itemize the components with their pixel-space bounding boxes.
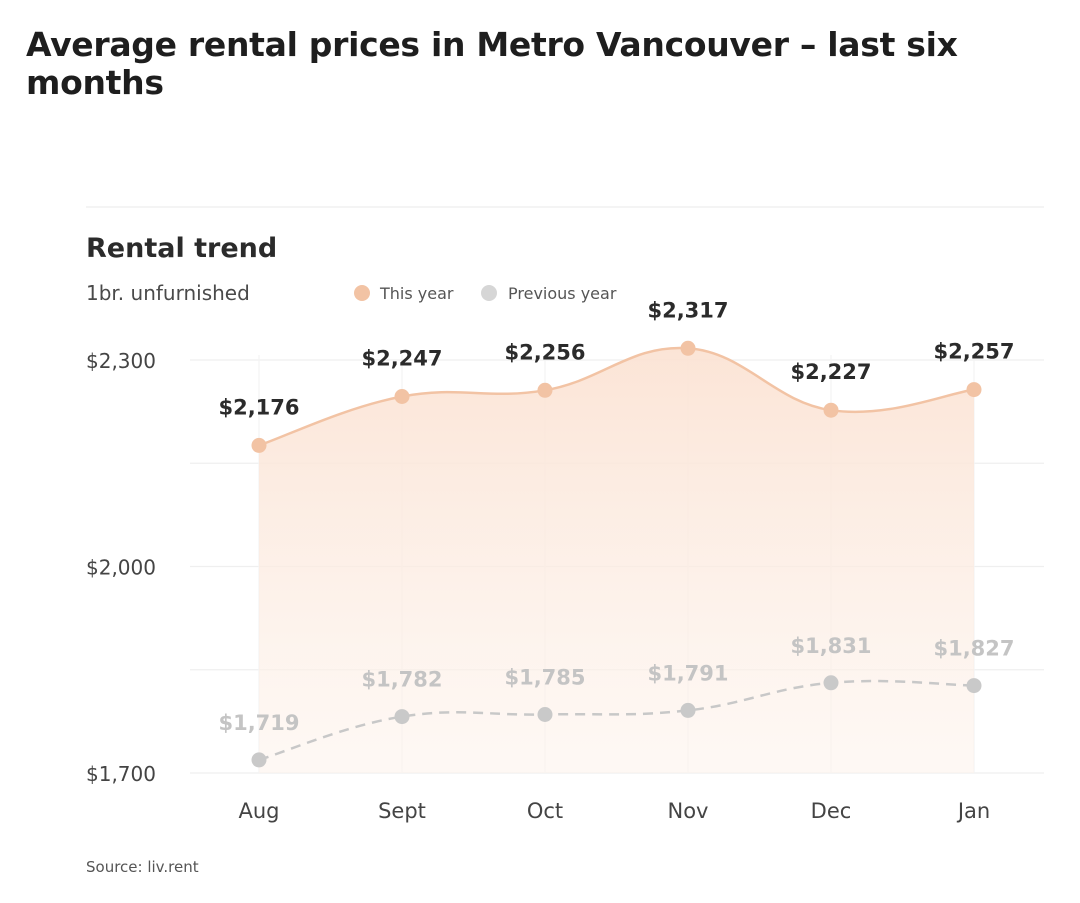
series-points xyxy=(251,340,982,768)
legend: This year Previous year xyxy=(354,284,617,303)
legend-this-year-marker xyxy=(354,285,370,301)
this-year-value-label: $2,317 xyxy=(647,298,728,322)
x-tick-label: Aug xyxy=(238,799,279,823)
x-tick-label: Oct xyxy=(527,799,563,823)
previous-year-point xyxy=(394,709,410,725)
this-year-value-label: $2,227 xyxy=(790,360,871,384)
this-year-point xyxy=(966,382,982,398)
previous-year-value-label: $1,782 xyxy=(361,668,442,692)
this-year-value-label: $2,176 xyxy=(218,395,299,419)
chart-title: Rental trend xyxy=(86,233,277,264)
this-year-area-fill xyxy=(259,347,974,773)
previous-year-value-label: $1,827 xyxy=(933,637,1014,661)
this-year-value-label: $2,247 xyxy=(361,347,442,371)
previous-year-point xyxy=(823,675,839,691)
previous-year-point xyxy=(680,702,696,718)
previous-year-value-label: $1,831 xyxy=(790,634,871,658)
previous-year-point xyxy=(537,707,553,722)
legend-this-year-label: This year xyxy=(379,284,454,303)
this-year-point xyxy=(251,437,267,453)
this-year-point xyxy=(394,389,410,404)
x-tick-label: Dec xyxy=(811,799,852,823)
data-labels: $2,176 $2,247 $2,256 $2,317 $2,227 $2,257 $1,7… xyxy=(218,298,1014,735)
this-year-value-label: $2,256 xyxy=(504,340,585,364)
y-tick-label: $2,300 xyxy=(86,349,156,373)
this-year-area xyxy=(259,347,974,773)
x-tick-label: Nov xyxy=(668,799,709,823)
series-lines xyxy=(258,346,975,762)
legend-previous-year-label: Previous year xyxy=(508,284,617,303)
y-tick-label: $1,700 xyxy=(86,762,156,786)
this-year-point xyxy=(537,382,553,398)
page-title: Average rental prices in Metro Vancouver… xyxy=(26,25,958,103)
previous-year-line xyxy=(258,679,975,762)
y-tick-label: $2,000 xyxy=(86,556,156,580)
this-year-value-label: $2,257 xyxy=(933,340,1014,364)
previous-year-value-label: $1,791 xyxy=(647,661,728,685)
previous-year-point xyxy=(251,752,267,768)
axes: $1,700 $2,000 $2,300 Aug Sept Oct Nov Dec Jan xyxy=(86,349,990,823)
x-tick-label: Jan xyxy=(956,799,990,823)
previous-year-value-label: $1,785 xyxy=(504,666,585,690)
chart-subtitle: 1br. unfurnished xyxy=(86,281,250,305)
legend-previous-year-marker xyxy=(481,285,497,301)
x-tick-label: Sept xyxy=(378,799,426,823)
this-year-line xyxy=(258,346,975,447)
source-note: Source: liv.rent xyxy=(86,858,199,876)
previous-year-value-label: $1,719 xyxy=(218,711,299,735)
this-year-point xyxy=(680,340,696,356)
previous-year-point xyxy=(966,678,982,694)
this-year-point xyxy=(823,402,839,418)
